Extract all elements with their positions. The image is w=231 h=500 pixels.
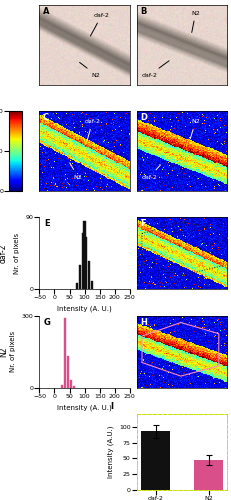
Text: B: B <box>140 8 146 16</box>
Text: N2: N2 <box>0 346 8 357</box>
Text: daf-2: daf-2 <box>141 60 168 78</box>
Text: N2: N2 <box>189 119 199 139</box>
Bar <box>85 237 87 289</box>
Bar <box>88 261 90 289</box>
Text: C: C <box>43 114 49 122</box>
Bar <box>91 281 93 289</box>
Text: daf-2: daf-2 <box>141 165 160 180</box>
Bar <box>73 386 75 388</box>
Bar <box>64 318 66 388</box>
X-axis label: Intensity (A. U.): Intensity (A. U.) <box>57 404 112 411</box>
Text: daf-2: daf-2 <box>0 244 8 263</box>
Text: daf-2: daf-2 <box>84 119 100 141</box>
Text: I: I <box>109 402 112 411</box>
Text: A: A <box>43 8 49 16</box>
Bar <box>67 356 69 388</box>
Bar <box>83 221 85 289</box>
Text: E: E <box>44 220 49 228</box>
Y-axis label: Nr. of pixels: Nr. of pixels <box>14 232 20 274</box>
Bar <box>70 380 72 388</box>
Bar <box>79 265 81 289</box>
Bar <box>76 283 78 289</box>
Bar <box>140 432 170 490</box>
Text: D: D <box>140 114 147 122</box>
X-axis label: Intensity (A. U.): Intensity (A. U.) <box>57 306 112 312</box>
Bar <box>193 460 222 490</box>
Text: N2: N2 <box>79 62 100 78</box>
Text: G: G <box>44 318 51 327</box>
Bar <box>82 233 84 289</box>
Y-axis label: Intensity (A.U.): Intensity (A.U.) <box>107 426 113 478</box>
Text: N2: N2 <box>190 10 199 32</box>
Text: H: H <box>140 318 147 327</box>
Y-axis label: Nr. of pixels: Nr. of pixels <box>10 331 16 372</box>
Text: F: F <box>140 220 146 228</box>
Text: N2: N2 <box>70 163 82 180</box>
Bar <box>61 386 63 388</box>
Text: daf-2: daf-2 <box>90 13 109 36</box>
